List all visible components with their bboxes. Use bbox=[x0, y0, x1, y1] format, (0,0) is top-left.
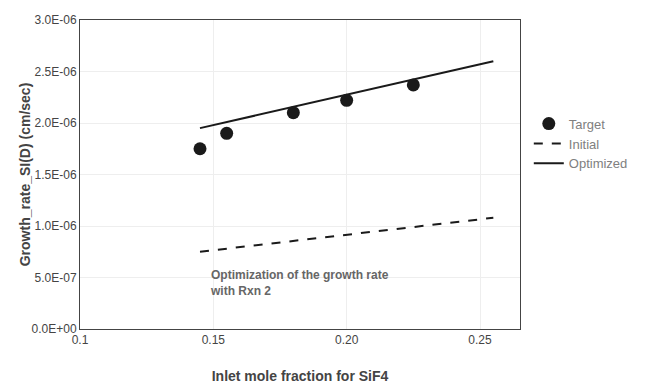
svg-text:Optimized: Optimized bbox=[569, 156, 628, 171]
svg-text:5.0E-07: 5.0E-07 bbox=[35, 271, 77, 285]
svg-text:0.1: 0.1 bbox=[72, 333, 89, 347]
svg-text:1.0E-06: 1.0E-06 bbox=[35, 219, 77, 233]
svg-text:2.0E-06: 2.0E-06 bbox=[35, 116, 77, 130]
svg-text:Optimization of the growth rat: Optimization of the growth ratewith Rxn … bbox=[210, 268, 389, 298]
svg-text:1.5E-06: 1.5E-06 bbox=[35, 168, 77, 182]
svg-text:0.20: 0.20 bbox=[335, 333, 359, 347]
svg-text:2.5E-06: 2.5E-06 bbox=[35, 65, 77, 79]
svg-text:Inlet mole fraction for SiF4: Inlet mole fraction for SiF4 bbox=[212, 368, 389, 384]
svg-text:0.0E+00: 0.0E+00 bbox=[32, 322, 77, 336]
svg-text:Initial: Initial bbox=[569, 137, 599, 152]
svg-text:Target: Target bbox=[569, 117, 606, 132]
svg-text:0.15: 0.15 bbox=[202, 333, 226, 347]
svg-text:Growth_rate_SI(D) (cm/sec): Growth_rate_SI(D) (cm/sec) bbox=[17, 83, 33, 267]
svg-text:0.25: 0.25 bbox=[468, 333, 492, 347]
svg-text:3.0E-06: 3.0E-06 bbox=[35, 13, 77, 27]
